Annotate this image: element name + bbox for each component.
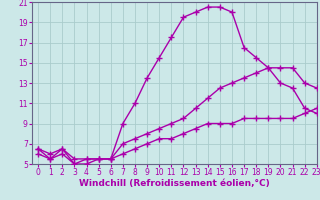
X-axis label: Windchill (Refroidissement éolien,°C): Windchill (Refroidissement éolien,°C) bbox=[79, 179, 270, 188]
